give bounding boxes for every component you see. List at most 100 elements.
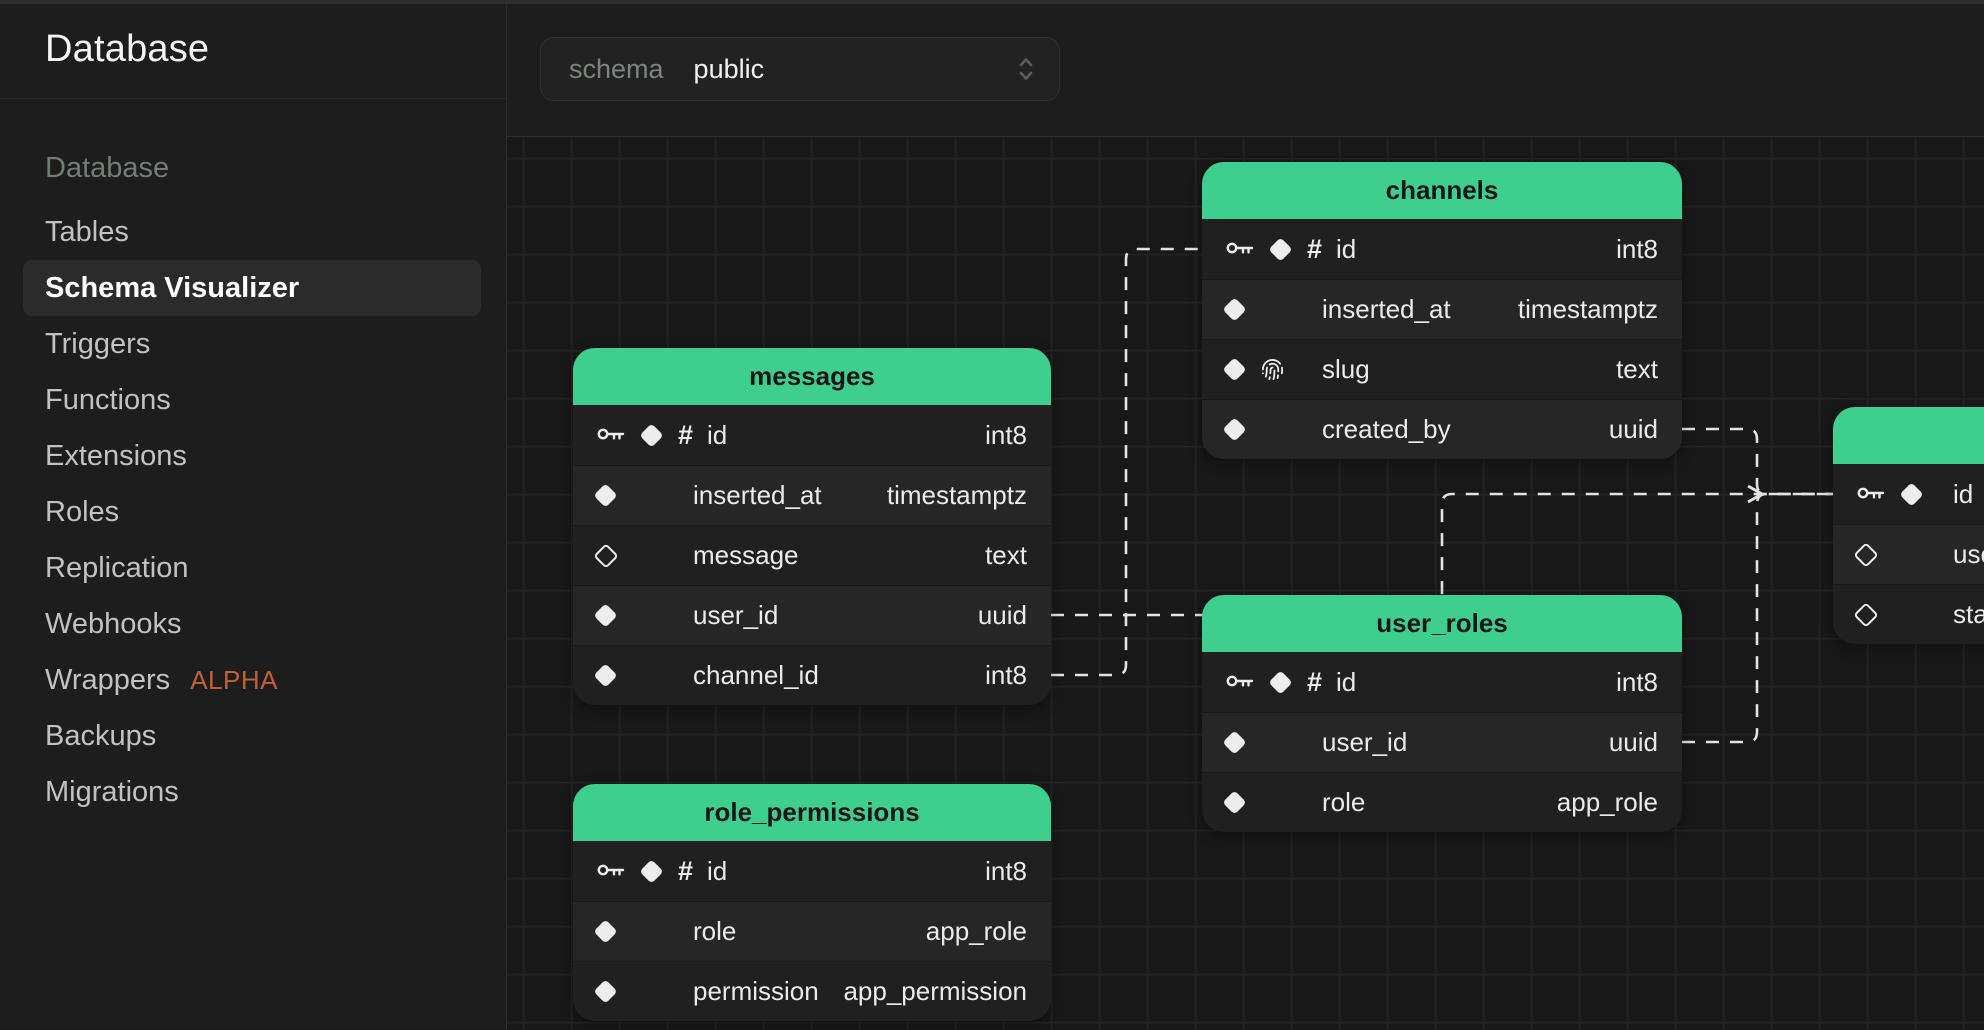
column-row-id: id: [1833, 464, 1984, 524]
not-null-diamond-icon: [639, 422, 664, 448]
column-name: id: [1336, 233, 1357, 264]
sidebar-item-label: Triggers: [45, 327, 151, 360]
table-node-user_roles[interactable]: user_roles # id int8 user_id uuid role app_role: [1202, 595, 1682, 832]
column-name: permission: [693, 976, 819, 1006]
sidebar-item-label: Schema Visualizer: [45, 271, 300, 304]
sidebar-menu: Database Tables Schema Visualizer Triggers…: [23, 140, 481, 820]
not-null-diamond-icon: [1222, 790, 1247, 815]
column-row-slug: slug text: [1202, 339, 1682, 399]
primary-key-icon: [1226, 242, 1254, 254]
identity-hash-icon: #: [678, 419, 694, 450]
sidebar-item-label: Webhooks: [45, 607, 182, 640]
column-name: id: [707, 419, 728, 450]
column-row-user_id: user_id uuid: [1202, 712, 1682, 772]
table-node-title: channels: [1202, 162, 1682, 219]
column-type: app_role: [1556, 787, 1658, 817]
column-type: app_role: [925, 916, 1027, 946]
sidebar-item-schema-visualizer[interactable]: Schema Visualizer: [23, 260, 481, 316]
sidebar-item-label: Roles: [45, 495, 120, 528]
column-icons: [593, 483, 679, 508]
column-icons: [1857, 481, 1939, 507]
table-node-clipped[interactable]: id use sta: [1833, 407, 1984, 644]
not-null-diamond-icon: [593, 919, 618, 944]
column-icons: [1853, 541, 1939, 568]
sidebar-item-replication[interactable]: Replication: [23, 540, 481, 596]
column-icons: [1853, 601, 1939, 628]
sidebar-item-label: Replication: [45, 551, 189, 584]
column-name: user_id: [693, 600, 779, 630]
column-type: int8: [1616, 233, 1658, 264]
sidebar-item-webhooks[interactable]: Webhooks: [23, 596, 481, 652]
window-top-border: [0, 0, 1984, 4]
sidebar-item-label: Extensions: [45, 439, 187, 472]
column-row-message: message text: [573, 525, 1051, 585]
sidebar-item-roles[interactable]: Roles: [23, 484, 481, 540]
sidebar-item-tables[interactable]: Tables: [23, 204, 481, 260]
column-icons: [1222, 357, 1308, 382]
sidebar-item-backups[interactable]: Backups: [23, 708, 481, 764]
column-row-permission: permission app_permission: [573, 961, 1051, 1021]
column-icons: [1222, 417, 1308, 442]
column-name: channel_id: [693, 660, 819, 690]
sidebar-item-migrations[interactable]: Migrations: [23, 764, 481, 820]
column-row-sta: sta: [1833, 584, 1984, 644]
column-icons: [593, 663, 679, 688]
column-row-role: role app_role: [1202, 772, 1682, 832]
page-title: Database: [45, 27, 210, 70]
column-icons: [593, 603, 679, 628]
table-node-title: role_permissions: [573, 784, 1051, 841]
topbar: schema public: [507, 0, 1984, 137]
column-type: int8: [985, 855, 1027, 886]
column-name: id: [1953, 478, 1974, 509]
unique-fingerprint-icon: [1262, 359, 1283, 380]
column-icons: [1222, 730, 1308, 755]
column-type: int8: [985, 419, 1027, 450]
column-name: user_id: [1322, 727, 1408, 757]
column-name: id: [1336, 666, 1357, 697]
sidebar: Database Database Tables Schema Visualize…: [0, 0, 507, 1030]
not-null-diamond-icon: [1222, 417, 1247, 442]
column-icons: #: [597, 419, 694, 450]
column-name: inserted_at: [693, 480, 822, 510]
column-type: uuid: [1608, 727, 1658, 757]
sidebar-header: Database: [0, 0, 506, 99]
column-row-use: use: [1833, 524, 1984, 584]
column-type: timestamptz: [1517, 294, 1658, 324]
table-node-messages[interactable]: messages # id int8 inserted_at timestamptz mes…: [573, 348, 1051, 705]
sidebar-item-label: Migrations: [45, 775, 179, 808]
column-row-id: # id int8: [573, 405, 1051, 465]
table-node-title: messages: [573, 348, 1051, 405]
column-type: uuid: [1608, 414, 1658, 444]
primary-key-icon: [597, 864, 625, 876]
column-icons: [593, 542, 679, 569]
column-row-id: # id int8: [573, 841, 1051, 901]
column-row-created_by: created_by uuid: [1202, 399, 1682, 459]
nullable-diamond-icon: [1853, 601, 1879, 628]
column-icons: [593, 979, 679, 1004]
column-row-user_id: user_id uuid: [573, 585, 1051, 645]
column-name: role: [1322, 787, 1366, 817]
table-node-role_permissions[interactable]: role_permissions # id int8 role app_role permi…: [573, 784, 1051, 1021]
table-node-channels[interactable]: channels # id int8 inserted_at timestamptz slu…: [1202, 162, 1682, 459]
nullable-diamond-icon: [1853, 541, 1879, 568]
column-icons: #: [1226, 233, 1323, 264]
not-null-diamond-icon: [593, 483, 618, 508]
column-row-inserted_at: inserted_at timestamptz: [573, 465, 1051, 525]
column-type: text: [1616, 354, 1658, 384]
chevron-up-down-icon: [1019, 58, 1033, 80]
sidebar-item-triggers[interactable]: Triggers: [23, 316, 481, 372]
column-name: message: [693, 540, 799, 570]
identity-hash-icon: #: [1307, 233, 1323, 264]
not-null-diamond-icon: [1222, 297, 1247, 322]
sidebar-item-functions[interactable]: Functions: [23, 372, 481, 428]
sidebar-item-extensions[interactable]: Extensions: [23, 428, 481, 484]
sidebar-item-label: Functions: [45, 383, 171, 416]
sidebar-item-label: Tables: [45, 215, 129, 248]
column-row-id: # id int8: [1202, 219, 1682, 279]
column-row-inserted_at: inserted_at timestamptz: [1202, 279, 1682, 339]
not-null-diamond-icon: [1222, 357, 1247, 382]
schema-select[interactable]: schema public: [540, 37, 1060, 101]
identity-hash-icon: #: [1307, 666, 1323, 697]
sidebar-item-wrappers[interactable]: Wrappers ALPHA: [23, 652, 481, 708]
